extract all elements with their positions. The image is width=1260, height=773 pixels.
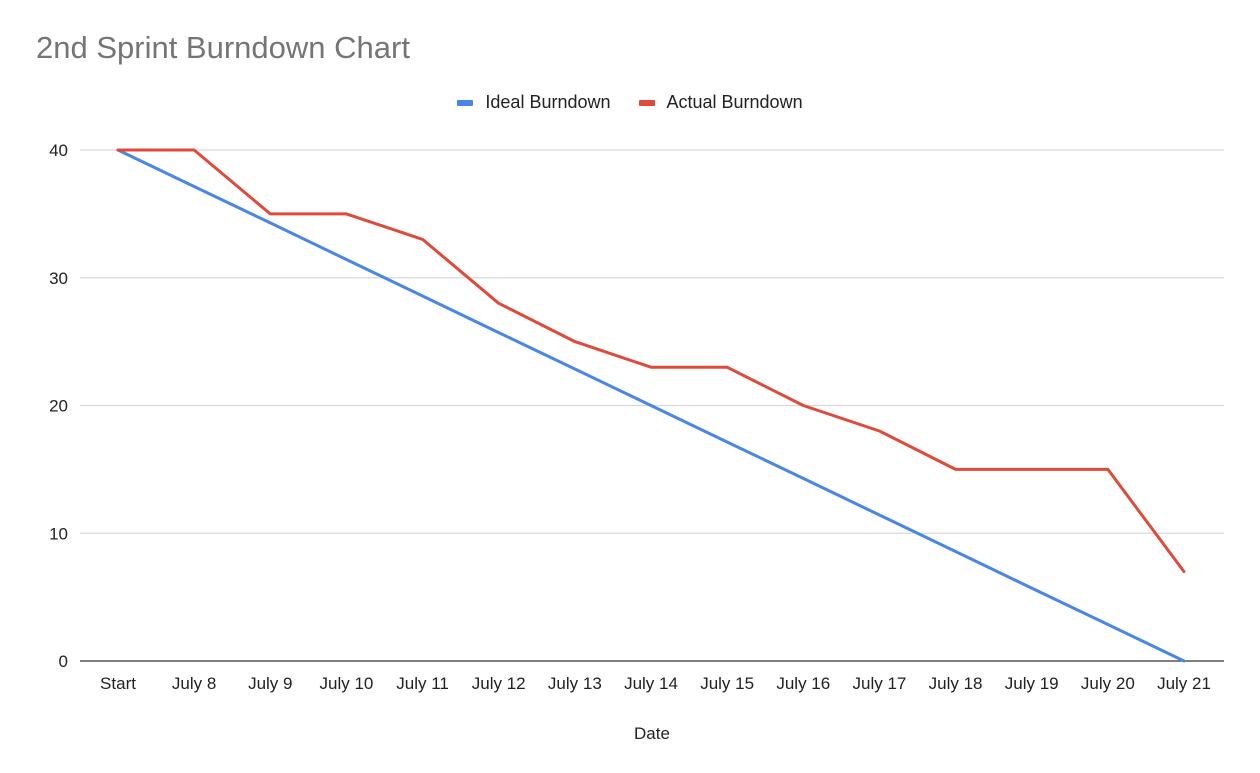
x-tick-label: July 21 [1157, 674, 1211, 693]
x-tick-label: July 9 [248, 674, 292, 693]
x-tick-label: July 8 [172, 674, 216, 693]
x-tick-label: July 11 [396, 674, 449, 693]
y-tick-label: 20 [49, 397, 68, 416]
y-tick-label: 0 [59, 652, 68, 671]
x-tick-label: July 13 [548, 674, 602, 693]
x-axis-title: Date [634, 724, 670, 743]
x-tick-label: July 16 [776, 674, 830, 693]
chart-title: 2nd Sprint Burndown Chart [36, 30, 410, 65]
y-tick-label: 10 [49, 524, 68, 543]
x-tick-label: Start [100, 674, 136, 693]
series-line-actual [116, 148, 1186, 574]
legend-item-ideal[interactable]: Ideal Burndown [457, 92, 611, 113]
legend: Ideal Burndown Actual Burndown [0, 92, 1260, 113]
legend-label-actual: Actual Burndown [666, 92, 803, 112]
x-tick-label: July 14 [624, 674, 678, 693]
legend-label-ideal: Ideal Burndown [485, 92, 611, 112]
x-tick-label: July 15 [700, 674, 754, 693]
x-tick-label: July 17 [852, 674, 906, 693]
x-tick-label: July 10 [319, 674, 373, 693]
x-tick-label: July 12 [472, 674, 526, 693]
x-tick-label: July 20 [1081, 674, 1135, 693]
legend-swatch-actual [638, 99, 655, 106]
legend-item-actual[interactable]: Actual Burndown [638, 92, 803, 113]
x-tick-label: July 18 [929, 674, 983, 693]
y-tick-label: 30 [49, 269, 68, 288]
legend-swatch-ideal [457, 99, 474, 106]
x-tick-label: July 19 [1005, 674, 1059, 693]
y-tick-label: 40 [49, 141, 68, 160]
